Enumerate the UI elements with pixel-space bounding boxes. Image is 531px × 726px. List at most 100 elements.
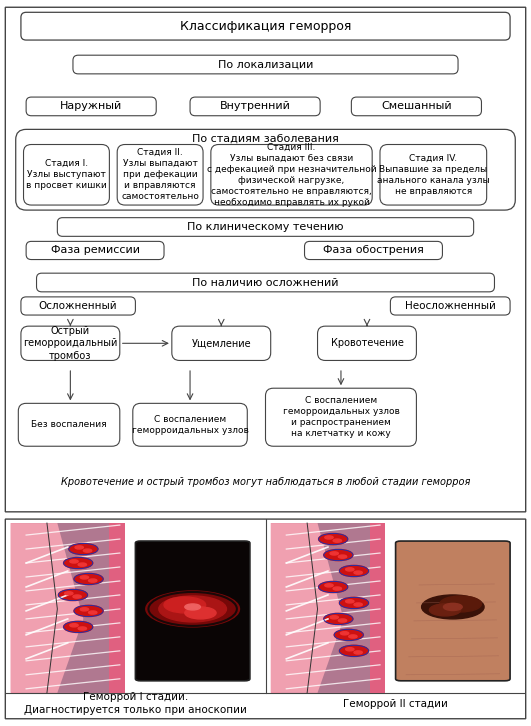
- Text: С воспалением
геморроидальных узлов
и распространением
на клетчатку и кожу: С воспалением геморроидальных узлов и ра…: [282, 396, 399, 439]
- Circle shape: [80, 608, 89, 611]
- Text: Стадия II.
Узлы выпадают
при дефекации
и вправляются
самостоятельно: Стадия II. Узлы выпадают при дефекации и…: [121, 148, 199, 202]
- Circle shape: [74, 574, 103, 584]
- Text: Фаза ремиссии: Фаза ремиссии: [50, 245, 140, 256]
- Text: Наружный: Наружный: [60, 102, 122, 111]
- Circle shape: [164, 597, 205, 613]
- Circle shape: [324, 613, 353, 624]
- Circle shape: [185, 607, 216, 619]
- Circle shape: [325, 536, 333, 539]
- Circle shape: [80, 576, 89, 579]
- Circle shape: [339, 566, 369, 576]
- Text: Кровотечение и острый тромбоз могут наблюдаться в любой стадии геморроя: Кровотечение и острый тромбоз могут набл…: [61, 476, 470, 486]
- Text: По стадиям заболевания: По стадиям заболевания: [192, 134, 339, 144]
- Polygon shape: [11, 523, 125, 693]
- FancyBboxPatch shape: [5, 7, 526, 512]
- Circle shape: [74, 605, 103, 616]
- Circle shape: [89, 579, 97, 582]
- Polygon shape: [21, 523, 109, 693]
- Polygon shape: [11, 519, 260, 693]
- Circle shape: [324, 550, 353, 560]
- Circle shape: [346, 600, 354, 603]
- FancyBboxPatch shape: [21, 297, 135, 315]
- Text: Классификация геморроя: Классификация геморроя: [180, 20, 351, 33]
- Text: Острый
геморроидальный
тромбоз: Острый геморроидальный тромбоз: [23, 326, 117, 361]
- Circle shape: [73, 595, 81, 598]
- Circle shape: [78, 563, 87, 566]
- Circle shape: [338, 619, 347, 622]
- FancyBboxPatch shape: [23, 144, 109, 205]
- Text: Стадия I.
Узлы выступают
в просвет кишки: Стадия I. Узлы выступают в просвет кишки: [26, 159, 107, 190]
- Circle shape: [330, 552, 338, 555]
- FancyBboxPatch shape: [133, 404, 247, 446]
- FancyBboxPatch shape: [135, 541, 250, 681]
- Text: Кровотечение: Кровотечение: [330, 338, 404, 348]
- Circle shape: [354, 650, 362, 654]
- Circle shape: [333, 587, 341, 590]
- FancyBboxPatch shape: [21, 12, 510, 40]
- Circle shape: [64, 621, 93, 632]
- Circle shape: [70, 624, 78, 627]
- Circle shape: [430, 604, 460, 616]
- Text: Ущемление: Ущемление: [192, 338, 251, 348]
- Text: С воспалением
геморроидальных узлов: С воспалением геморроидальных узлов: [132, 415, 249, 435]
- Circle shape: [319, 582, 348, 592]
- Circle shape: [339, 597, 369, 608]
- Circle shape: [340, 632, 349, 635]
- Polygon shape: [281, 523, 370, 693]
- FancyBboxPatch shape: [380, 144, 486, 205]
- Text: Осложненный: Осложненный: [39, 301, 117, 311]
- Circle shape: [443, 603, 462, 611]
- Circle shape: [440, 596, 482, 612]
- Text: Смешанный: Смешанный: [381, 102, 452, 111]
- FancyBboxPatch shape: [26, 241, 164, 259]
- Circle shape: [422, 595, 484, 619]
- Text: Стадия IV.
Выпавшие за пределы
анального канала узлы
не вправляются: Стадия IV. Выпавшие за пределы анального…: [377, 154, 490, 196]
- Text: Стадия III.
Узлы выпадают без связи
с дефекацией при незначительной
физической н: Стадия III. Узлы выпадают без связи с де…: [207, 142, 376, 207]
- Circle shape: [354, 603, 362, 606]
- Circle shape: [159, 596, 226, 622]
- FancyBboxPatch shape: [396, 541, 510, 681]
- Circle shape: [339, 645, 369, 656]
- Text: Геморрой II стадии: Геморрой II стадии: [343, 698, 448, 709]
- FancyBboxPatch shape: [390, 297, 510, 315]
- Circle shape: [325, 584, 333, 587]
- FancyBboxPatch shape: [57, 218, 474, 237]
- Circle shape: [89, 611, 97, 614]
- Text: По клиническому течению: По клиническому течению: [187, 222, 344, 232]
- Circle shape: [146, 591, 239, 627]
- FancyBboxPatch shape: [16, 129, 515, 210]
- Circle shape: [334, 629, 363, 640]
- Text: Без воспаления: Без воспаления: [31, 420, 107, 429]
- FancyBboxPatch shape: [352, 97, 482, 115]
- Circle shape: [64, 558, 93, 568]
- Circle shape: [78, 627, 87, 630]
- Circle shape: [75, 546, 83, 549]
- Circle shape: [346, 648, 354, 650]
- Circle shape: [83, 549, 92, 552]
- Circle shape: [346, 568, 354, 571]
- Circle shape: [349, 635, 357, 638]
- FancyBboxPatch shape: [21, 326, 120, 360]
- Circle shape: [333, 539, 341, 542]
- Circle shape: [319, 534, 348, 544]
- Circle shape: [65, 592, 73, 595]
- FancyBboxPatch shape: [266, 388, 416, 446]
- Circle shape: [185, 604, 200, 610]
- Circle shape: [354, 571, 362, 574]
- FancyBboxPatch shape: [18, 404, 120, 446]
- Text: Фаза обострения: Фаза обострения: [323, 245, 424, 256]
- Polygon shape: [11, 523, 83, 693]
- Circle shape: [70, 560, 78, 563]
- Polygon shape: [271, 519, 520, 693]
- FancyBboxPatch shape: [304, 241, 442, 259]
- FancyBboxPatch shape: [211, 144, 372, 205]
- FancyBboxPatch shape: [172, 326, 271, 360]
- FancyBboxPatch shape: [73, 55, 458, 74]
- FancyBboxPatch shape: [318, 326, 416, 360]
- Text: Неосложненный: Неосложненный: [405, 301, 495, 311]
- Text: Геморрой I стадии.
Диагностируется только при аноскопии: Геморрой I стадии. Диагностируется тольк…: [24, 692, 247, 715]
- FancyBboxPatch shape: [117, 144, 203, 205]
- FancyBboxPatch shape: [190, 97, 320, 115]
- Polygon shape: [271, 523, 344, 693]
- Text: По локализации: По локализации: [218, 60, 313, 70]
